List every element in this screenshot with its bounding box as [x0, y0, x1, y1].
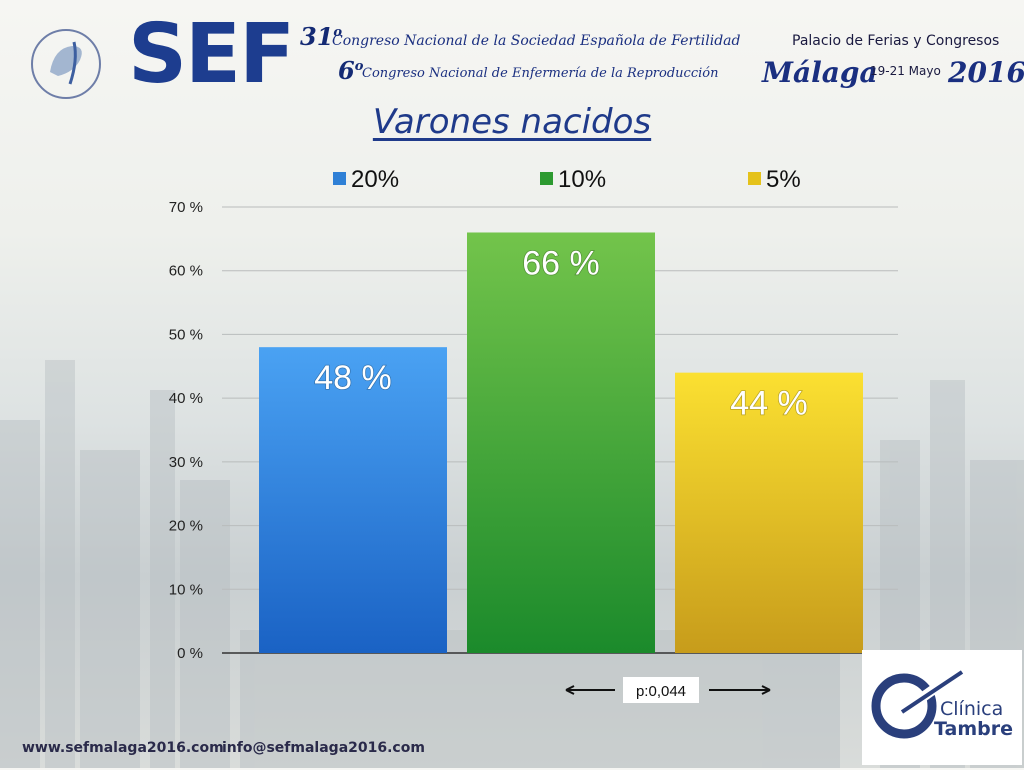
- legend-label: 20%: [351, 166, 399, 193]
- year: 2016: [948, 56, 1024, 89]
- footer-website[interactable]: www.sefmalaga2016.com: [22, 740, 224, 756]
- bar-value-label: 44 %: [730, 385, 808, 423]
- bar-10%: [467, 232, 655, 653]
- chart-title: Varones nacidos: [372, 102, 652, 142]
- left-arrow-icon: [565, 685, 615, 695]
- y-tick-label: 0 %: [177, 645, 203, 662]
- logo-text-tambre: Tambre: [934, 718, 1013, 740]
- bar-value-label: 48 %: [314, 359, 392, 397]
- bar-value-label: 66 %: [522, 244, 600, 282]
- clinica-tambre-logo: [862, 650, 1022, 765]
- y-tick-label: 40 %: [169, 390, 203, 407]
- y-tick-label: 30 %: [169, 454, 203, 471]
- y-tick-label: 10 %: [169, 581, 203, 598]
- sef-seal-logo: [31, 29, 101, 99]
- clinica-tambre-mark-icon: [871, 667, 964, 739]
- legend-label: 10%: [558, 166, 606, 193]
- congress-1-title: Congreso Nacional de la Sociedad Español…: [332, 33, 741, 49]
- bar-20%: [259, 347, 447, 653]
- dates: 19-21 Mayo: [870, 64, 941, 78]
- y-tick-label: 70 %: [169, 199, 203, 216]
- venue: Palacio de Ferias y Congresos: [792, 33, 1000, 49]
- legend-swatch: [748, 172, 761, 185]
- footer-email[interactable]: info@sefmalaga2016.com: [222, 740, 425, 756]
- congress-1-number: 31o: [300, 22, 343, 51]
- y-tick-label: 60 %: [169, 263, 203, 280]
- congress-2-number: 6o: [338, 56, 364, 85]
- sef-wordmark: SEF: [128, 7, 295, 102]
- legend-label: 5%: [766, 166, 801, 193]
- city: Málaga: [762, 56, 878, 89]
- bar-5%: [675, 372, 863, 653]
- logo-text-clinica: Clínica: [940, 698, 1004, 720]
- legend-swatch: [540, 172, 553, 185]
- right-arrow-icon: [709, 685, 771, 695]
- y-tick-label: 20 %: [169, 518, 203, 535]
- legend-swatch: [333, 172, 346, 185]
- p-value-box: [623, 677, 699, 703]
- p-value-label: p:0,044: [636, 683, 686, 700]
- congress-2-title: Congreso Nacional de Enfermería de la Re…: [362, 66, 719, 81]
- y-tick-label: 50 %: [169, 326, 203, 343]
